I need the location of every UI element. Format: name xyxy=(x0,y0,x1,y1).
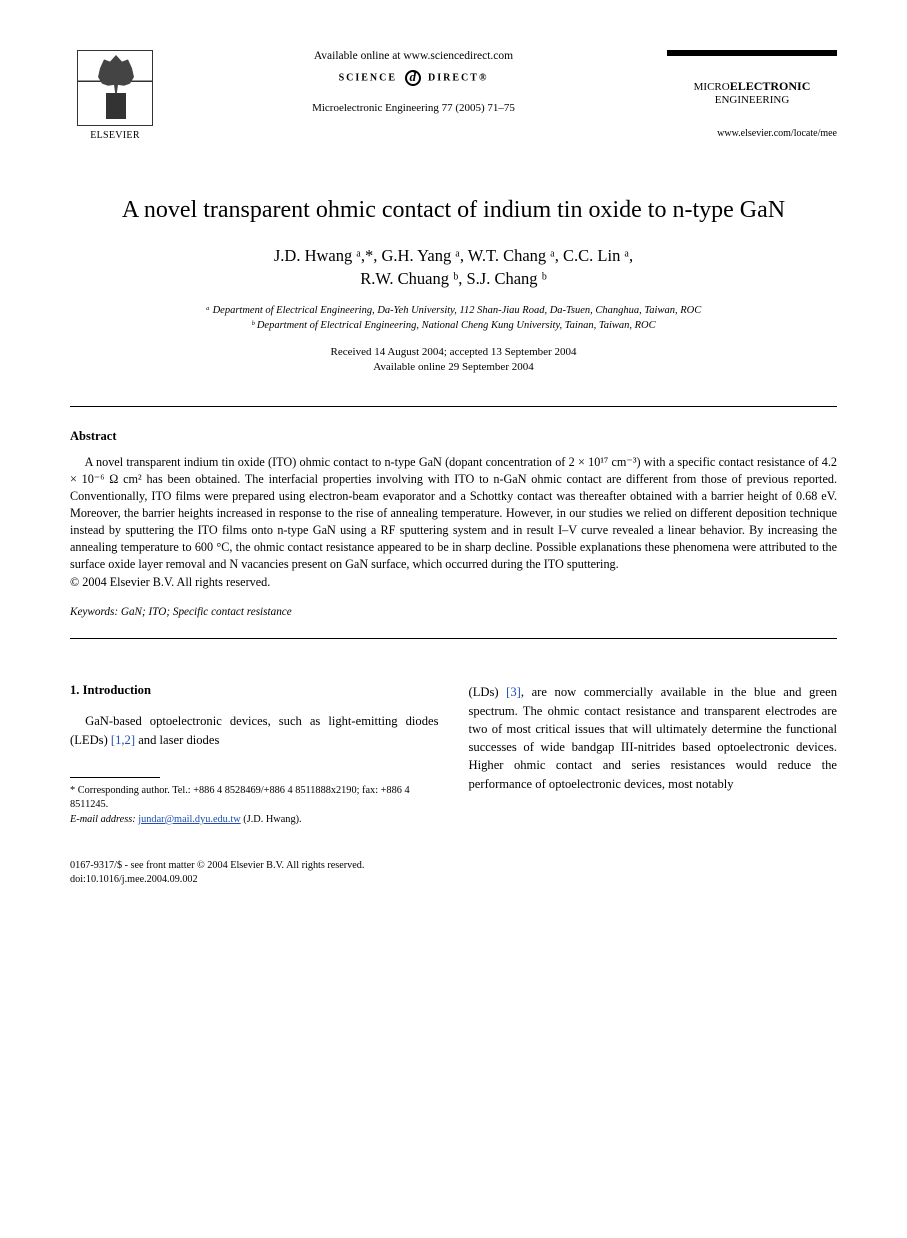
body-columns: 1. Introduction GaN-based optoelectronic… xyxy=(70,683,837,827)
dates: Received 14 August 2004; accepted 13 Sep… xyxy=(70,345,837,376)
journal-bold: ELECTRONIC xyxy=(730,79,811,93)
doi-line: doi:10.1016/j.mee.2004.09.002 xyxy=(70,873,837,887)
rule-top xyxy=(70,406,837,407)
journal-url: www.elsevier.com/locate/mee xyxy=(667,128,837,139)
footnote-email-suffix: (J.D. Hwang). xyxy=(241,814,302,825)
ref-link-3[interactable]: [3] xyxy=(506,685,521,699)
journal-bar xyxy=(667,50,837,56)
keywords-text: GaN; ITO; Specific contact resistance xyxy=(118,606,292,618)
abstract-text: A novel transparent indium tin oxide (IT… xyxy=(70,454,837,574)
authors-line1: J.D. Hwang ᵃ,*, G.H. Yang ᵃ, W.T. Chang … xyxy=(274,246,633,265)
dates-line1: Received 14 August 2004; accepted 13 Sep… xyxy=(70,345,837,360)
elsevier-tree-icon xyxy=(77,50,153,126)
sd-swirl-icon xyxy=(405,70,421,86)
citation-line: Microelectronic Engineering 77 (2005) 71… xyxy=(170,102,657,114)
keywords: Keywords: GaN; ITO; Specific contact res… xyxy=(70,606,837,618)
sd-left: SCIENCE xyxy=(339,72,397,83)
journal-line2: ENGINEERING xyxy=(715,94,790,106)
keywords-label: Keywords: xyxy=(70,606,118,618)
sciencedirect-logo: SCIENCE DIRECT® xyxy=(170,70,657,86)
sd-right: DIRECT® xyxy=(428,72,488,83)
footnote-rule xyxy=(70,777,160,778)
center-header: Available online at www.sciencedirect.co… xyxy=(160,50,667,114)
footnote-corresponding: * Corresponding author. Tel.: +886 4 852… xyxy=(70,784,439,813)
column-left: 1. Introduction GaN-based optoelectronic… xyxy=(70,683,439,827)
footnote-email-link[interactable]: jundar@mail.dyu.edu.tw xyxy=(138,814,240,825)
available-online-text: Available online at www.sciencedirect.co… xyxy=(170,50,657,62)
publisher-name: ELSEVIER xyxy=(90,130,140,141)
column-right: (LDs) [3], are now commercially availabl… xyxy=(469,683,838,827)
elsevier-logo: ELSEVIER xyxy=(70,50,160,150)
issn-line: 0167-9317/$ - see front matter © 2004 El… xyxy=(70,859,837,873)
col2-text: (LDs) [3], are now commercially availabl… xyxy=(469,683,838,793)
journal-top: MICRO xyxy=(694,81,730,93)
affil-a: ᵃ Department of Electrical Engineering, … xyxy=(70,303,837,318)
footnotes: * Corresponding author. Tel.: +886 4 852… xyxy=(70,784,439,827)
journal-block: MICROELECTRONIC ENGINEERING www.elsevier… xyxy=(667,50,837,139)
affiliations: ᵃ Department of Electrical Engineering, … xyxy=(70,303,837,333)
rule-bottom xyxy=(70,638,837,639)
dates-line2: Available online 29 September 2004 xyxy=(70,360,837,375)
paper-title: A novel transparent ohmic contact of ind… xyxy=(70,194,837,226)
section-1-heading: 1. Introduction xyxy=(70,683,439,698)
footnote-email-label: E-mail address: xyxy=(70,814,136,825)
header-row: ELSEVIER Available online at www.science… xyxy=(70,50,837,150)
ref-link-12[interactable]: [1,2] xyxy=(111,733,135,747)
abstract-heading: Abstract xyxy=(70,429,837,444)
authors-line2: R.W. Chuang ᵇ, S.J. Chang ᵇ xyxy=(360,269,547,288)
bottom-meta: 0167-9317/$ - see front matter © 2004 El… xyxy=(70,859,837,888)
authors: J.D. Hwang ᵃ,*, G.H. Yang ᵃ, W.T. Chang … xyxy=(70,244,837,290)
copyright-line: © 2004 Elsevier B.V. All rights reserved… xyxy=(70,575,837,590)
footnote-email-line: E-mail address: jundar@mail.dyu.edu.tw (… xyxy=(70,813,439,827)
affil-b: ᵇ Department of Electrical Engineering, … xyxy=(70,318,837,333)
journal-name: MICROELECTRONIC ENGINEERING xyxy=(667,80,837,106)
col1-text: GaN-based optoelectronic devices, such a… xyxy=(70,712,439,749)
